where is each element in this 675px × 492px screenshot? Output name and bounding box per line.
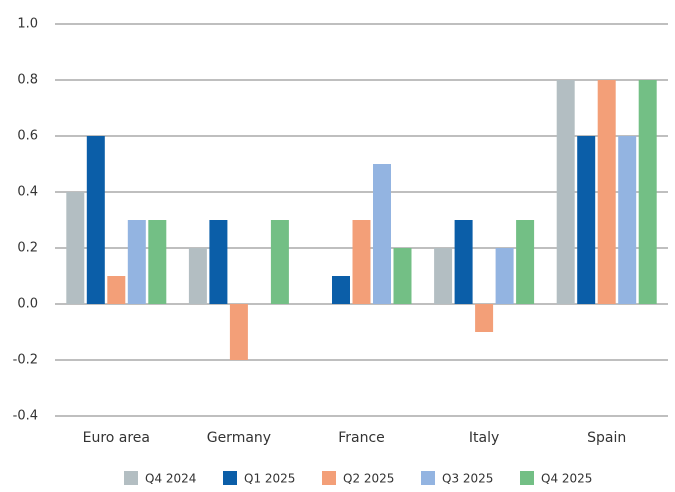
y-tick-label: -0.4 <box>13 409 38 424</box>
y-tick-label: 0.6 <box>17 129 38 144</box>
legend-label: Q4 2024 <box>145 472 196 486</box>
bar <box>148 220 167 304</box>
bar <box>127 220 146 304</box>
bar <box>577 136 596 304</box>
bar <box>332 276 350 304</box>
legend-swatch <box>421 471 435 485</box>
bar <box>434 248 453 304</box>
bar <box>188 248 207 304</box>
bar <box>66 192 85 304</box>
legend-label: Q3 2025 <box>442 472 493 486</box>
bar <box>107 276 126 304</box>
y-tick-label: 0.2 <box>17 241 38 256</box>
x-tick-label: France <box>338 430 385 446</box>
bar <box>209 220 228 304</box>
y-tick-label: 0.0 <box>17 297 38 312</box>
legend-label: Q1 2025 <box>244 472 295 486</box>
bar <box>556 80 575 304</box>
legend-label: Q2 2025 <box>343 472 394 486</box>
legend-swatch <box>520 471 534 485</box>
x-tick-label: Euro area <box>83 430 150 446</box>
bar <box>373 164 391 304</box>
y-tick-label: 0.4 <box>17 185 38 200</box>
bar <box>516 220 535 304</box>
bar <box>495 248 514 304</box>
bar <box>86 136 105 304</box>
x-tick-label: Italy <box>469 430 499 446</box>
bar <box>597 80 616 304</box>
y-tick-label: -0.2 <box>13 353 38 368</box>
bar <box>229 304 248 360</box>
x-tick-label: Spain <box>587 430 626 446</box>
legend-swatch <box>322 471 336 485</box>
y-tick-label: 1.0 <box>17 17 38 32</box>
bar <box>393 248 412 304</box>
legend-swatch <box>223 471 237 485</box>
bar <box>475 304 494 332</box>
bar <box>352 220 371 304</box>
legend-label: Q4 2025 <box>541 472 592 486</box>
bar <box>618 136 637 304</box>
y-tick-label: 0.8 <box>17 73 38 88</box>
x-tick-label: Germany <box>207 430 271 446</box>
bar <box>270 220 289 304</box>
legend-swatch <box>124 471 138 485</box>
bar <box>454 220 473 304</box>
bar <box>638 80 657 304</box>
